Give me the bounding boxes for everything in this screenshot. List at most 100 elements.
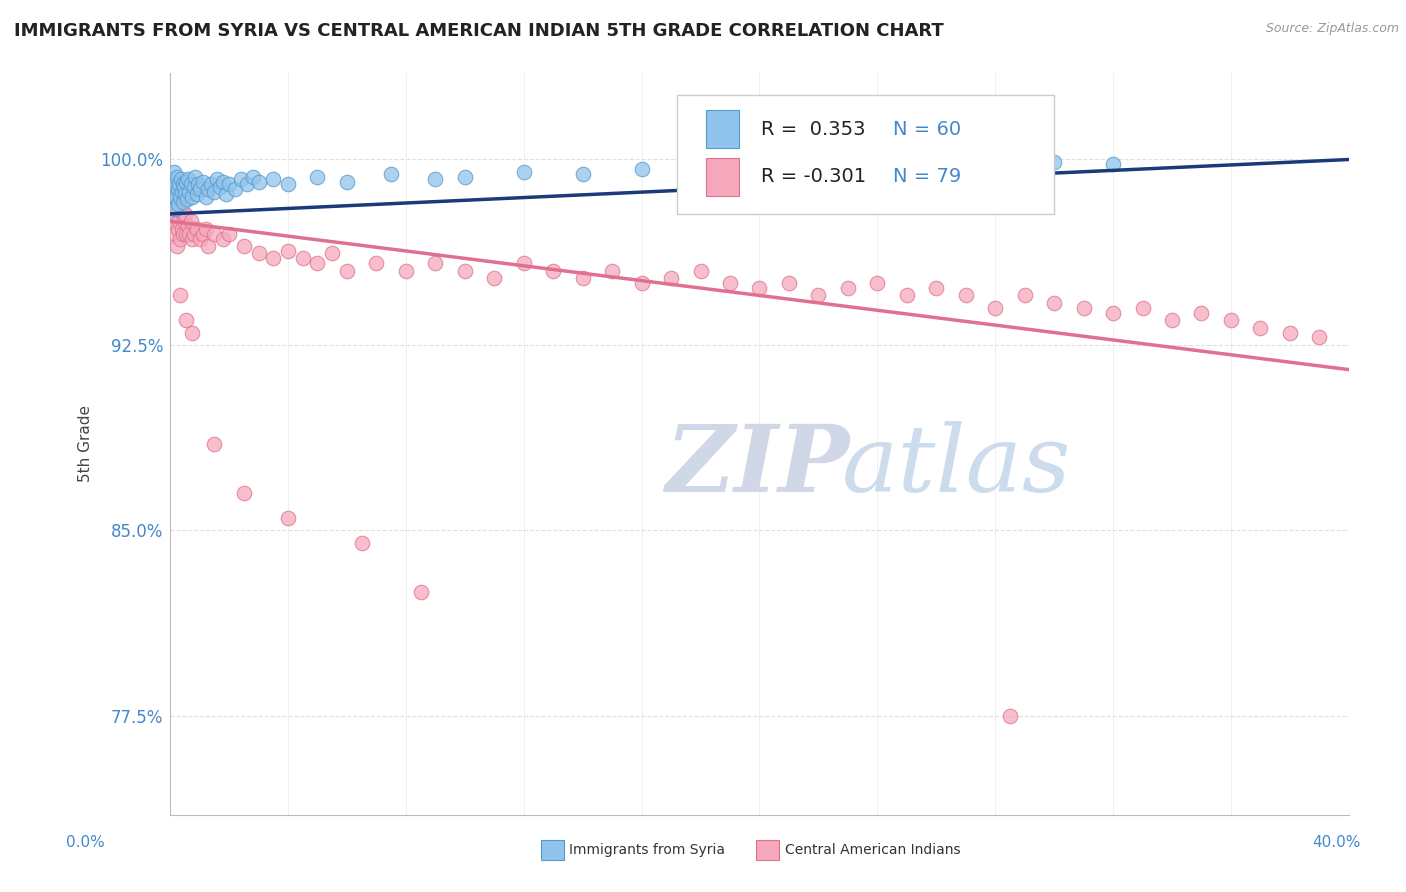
Point: [955, 288, 977, 302]
Point: [172, 194, 194, 209]
Point: [262, 172, 284, 186]
Point: [170, 172, 193, 186]
Point: [176, 227, 198, 241]
Point: [409, 585, 432, 599]
Point: [718, 276, 741, 290]
Point: [162, 202, 184, 216]
Point: [163, 202, 186, 216]
Point: [212, 175, 235, 189]
Point: [1308, 330, 1330, 344]
Point: [183, 227, 205, 241]
Text: Central American Indians: Central American Indians: [785, 843, 960, 857]
Point: [350, 535, 373, 549]
Point: [181, 231, 204, 245]
Point: [177, 172, 200, 186]
Point: [229, 172, 252, 186]
Text: 0.0%: 0.0%: [66, 836, 105, 850]
Point: [984, 301, 1007, 315]
Point: [180, 178, 202, 192]
Point: [630, 276, 652, 290]
Point: [162, 172, 184, 186]
Point: [191, 175, 214, 189]
FancyBboxPatch shape: [676, 95, 1054, 214]
Point: [169, 288, 191, 302]
Point: [167, 178, 190, 192]
Point: [896, 157, 918, 171]
Text: ZIP: ZIP: [665, 421, 849, 511]
Point: [1043, 155, 1066, 169]
Y-axis label: 5th Grade: 5th Grade: [79, 405, 93, 483]
Point: [366, 256, 388, 270]
Point: [1161, 313, 1184, 327]
Point: [1191, 306, 1213, 320]
Point: [659, 271, 682, 285]
Text: Immigrants from Syria: Immigrants from Syria: [569, 843, 725, 857]
Point: [513, 165, 536, 179]
Point: [748, 160, 770, 174]
Text: N = 60: N = 60: [893, 120, 960, 138]
Point: [215, 187, 238, 202]
Point: [200, 178, 222, 192]
Point: [194, 221, 217, 235]
Point: [176, 192, 198, 206]
Point: [748, 281, 770, 295]
Point: [1132, 301, 1154, 315]
Point: [1073, 301, 1095, 315]
Point: [176, 313, 198, 327]
Point: [191, 227, 214, 241]
Point: [1102, 306, 1125, 320]
Point: [187, 178, 209, 192]
Point: [163, 227, 186, 241]
Point: [186, 221, 208, 235]
Point: [174, 187, 197, 202]
Point: [172, 178, 194, 192]
Point: [454, 264, 477, 278]
Point: [207, 172, 229, 186]
Point: [165, 178, 187, 192]
Point: [277, 178, 299, 192]
Point: [181, 189, 204, 203]
Point: [277, 244, 299, 258]
Point: [194, 189, 217, 203]
Point: [998, 708, 1021, 723]
Point: [307, 169, 329, 184]
Point: [925, 281, 948, 295]
Point: [170, 185, 193, 199]
Point: [188, 182, 211, 196]
Point: [180, 214, 202, 228]
Point: [165, 189, 187, 203]
Point: [166, 169, 188, 184]
Point: [395, 264, 418, 278]
Point: [837, 281, 859, 295]
Point: [262, 252, 284, 266]
Point: [336, 175, 359, 189]
Point: [242, 169, 264, 184]
Point: [212, 231, 235, 245]
Point: [166, 221, 188, 235]
Point: [169, 189, 191, 203]
Point: [600, 264, 623, 278]
Point: [778, 276, 800, 290]
Point: [1220, 313, 1243, 327]
Point: [173, 214, 195, 228]
Point: [174, 207, 197, 221]
Text: R =  0.353: R = 0.353: [761, 120, 865, 138]
Point: [236, 178, 259, 192]
Point: [484, 271, 506, 285]
Text: IMMIGRANTS FROM SYRIA VS CENTRAL AMERICAN INDIAN 5TH GRADE CORRELATION CHART: IMMIGRANTS FROM SYRIA VS CENTRAL AMERICA…: [14, 22, 943, 40]
Point: [163, 165, 186, 179]
Point: [197, 239, 219, 253]
Point: [202, 185, 225, 199]
Point: [630, 162, 652, 177]
Point: [291, 252, 314, 266]
Point: [172, 227, 194, 241]
Point: [807, 288, 830, 302]
Point: [984, 162, 1007, 177]
Point: [160, 214, 183, 228]
Point: [277, 511, 299, 525]
Point: [571, 271, 593, 285]
Point: [336, 264, 359, 278]
Point: [181, 326, 204, 340]
Point: [307, 256, 329, 270]
Point: [1278, 326, 1301, 340]
